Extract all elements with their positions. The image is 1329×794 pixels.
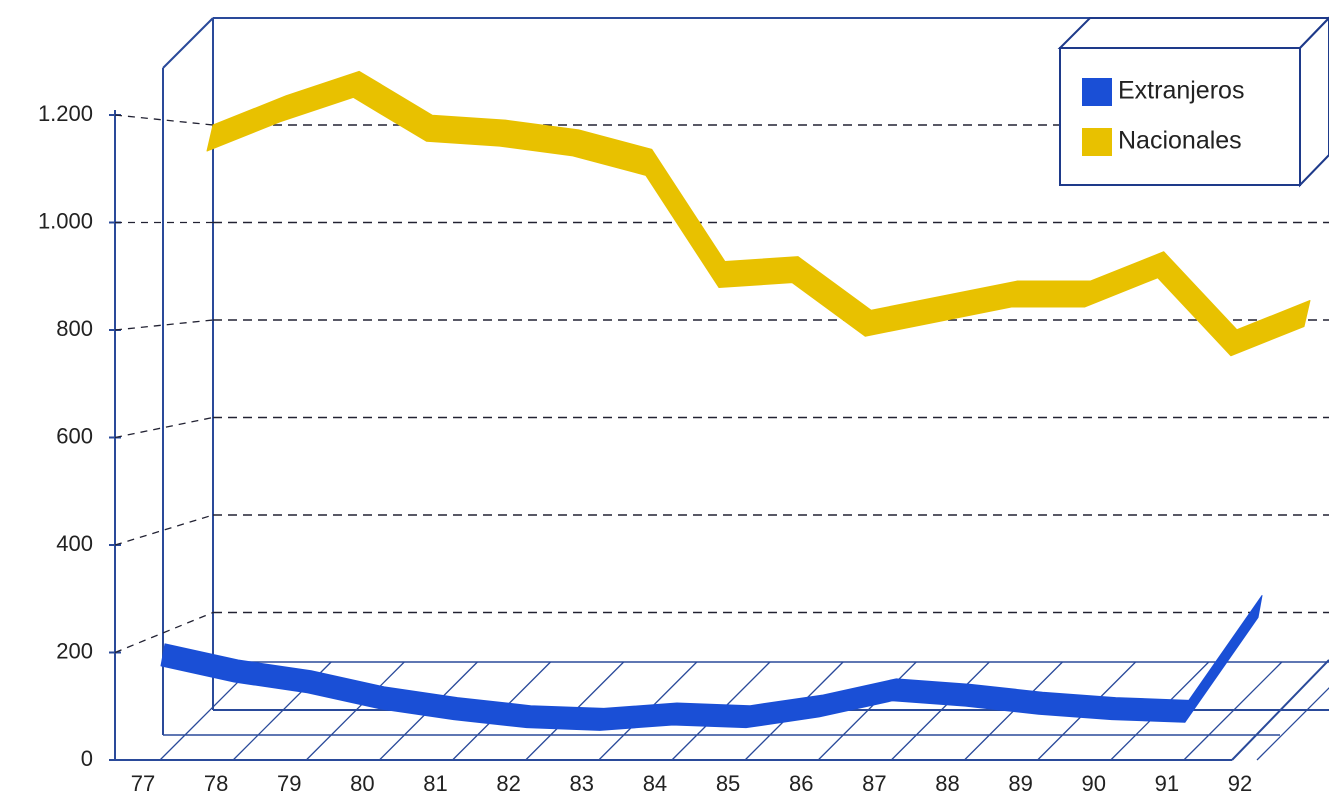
floor-right xyxy=(1231,659,1329,761)
floor-line xyxy=(1183,661,1283,761)
grid-diagonal xyxy=(114,416,214,439)
legend-swatch xyxy=(1082,78,1112,106)
grid-diagonal xyxy=(114,611,214,654)
floor-line xyxy=(1256,687,1329,761)
line-ribbon xyxy=(206,70,1311,357)
x-tick-label: 89 xyxy=(1008,771,1032,794)
x-tick-label: 83 xyxy=(570,771,594,794)
y-tick-label: 600 xyxy=(56,423,93,448)
x-tick-label: 77 xyxy=(131,771,155,794)
grid-diagonal xyxy=(114,514,214,546)
y-tick-label: 0 xyxy=(81,746,93,771)
floor-line xyxy=(890,661,990,761)
legend-side xyxy=(1299,16,1329,188)
y-tick-label: 1.000 xyxy=(38,208,93,233)
x-tick-label: 86 xyxy=(789,771,813,794)
x-tick-label: 90 xyxy=(1081,771,1105,794)
legend-label: Extranjeros xyxy=(1118,77,1244,105)
x-tick-label: 80 xyxy=(350,771,374,794)
y-tick-label: 800 xyxy=(56,316,93,341)
x-tick-label: 92 xyxy=(1228,771,1252,794)
legend-label: Nacionales xyxy=(1118,127,1242,155)
grid-diagonal xyxy=(114,114,214,126)
x-tick-label: 91 xyxy=(1155,771,1179,794)
legend-box xyxy=(1059,47,1301,186)
legend: Extranjeros Nacionales xyxy=(1057,16,1329,188)
line-ribbon xyxy=(160,595,1263,731)
grid-diagonal xyxy=(114,319,214,331)
x-tick-label: 88 xyxy=(935,771,959,794)
x-tick-label: 81 xyxy=(423,771,447,794)
x-tick-label: 85 xyxy=(716,771,740,794)
legend-top xyxy=(1057,17,1329,49)
x-tick-label: 84 xyxy=(643,771,667,794)
x-tick-label: 78 xyxy=(204,771,228,794)
floor-line xyxy=(817,661,917,761)
y-tick-label: 200 xyxy=(56,638,93,663)
floor-line xyxy=(305,661,405,761)
x-tick-label: 87 xyxy=(862,771,886,794)
x-tick-label: 82 xyxy=(496,771,520,794)
x-tick-label: 79 xyxy=(277,771,301,794)
legend-swatch xyxy=(1082,128,1112,156)
y-tick-label: 1.200 xyxy=(38,101,93,126)
y-tick-label: 400 xyxy=(56,531,93,556)
side-wall-top xyxy=(162,17,214,69)
